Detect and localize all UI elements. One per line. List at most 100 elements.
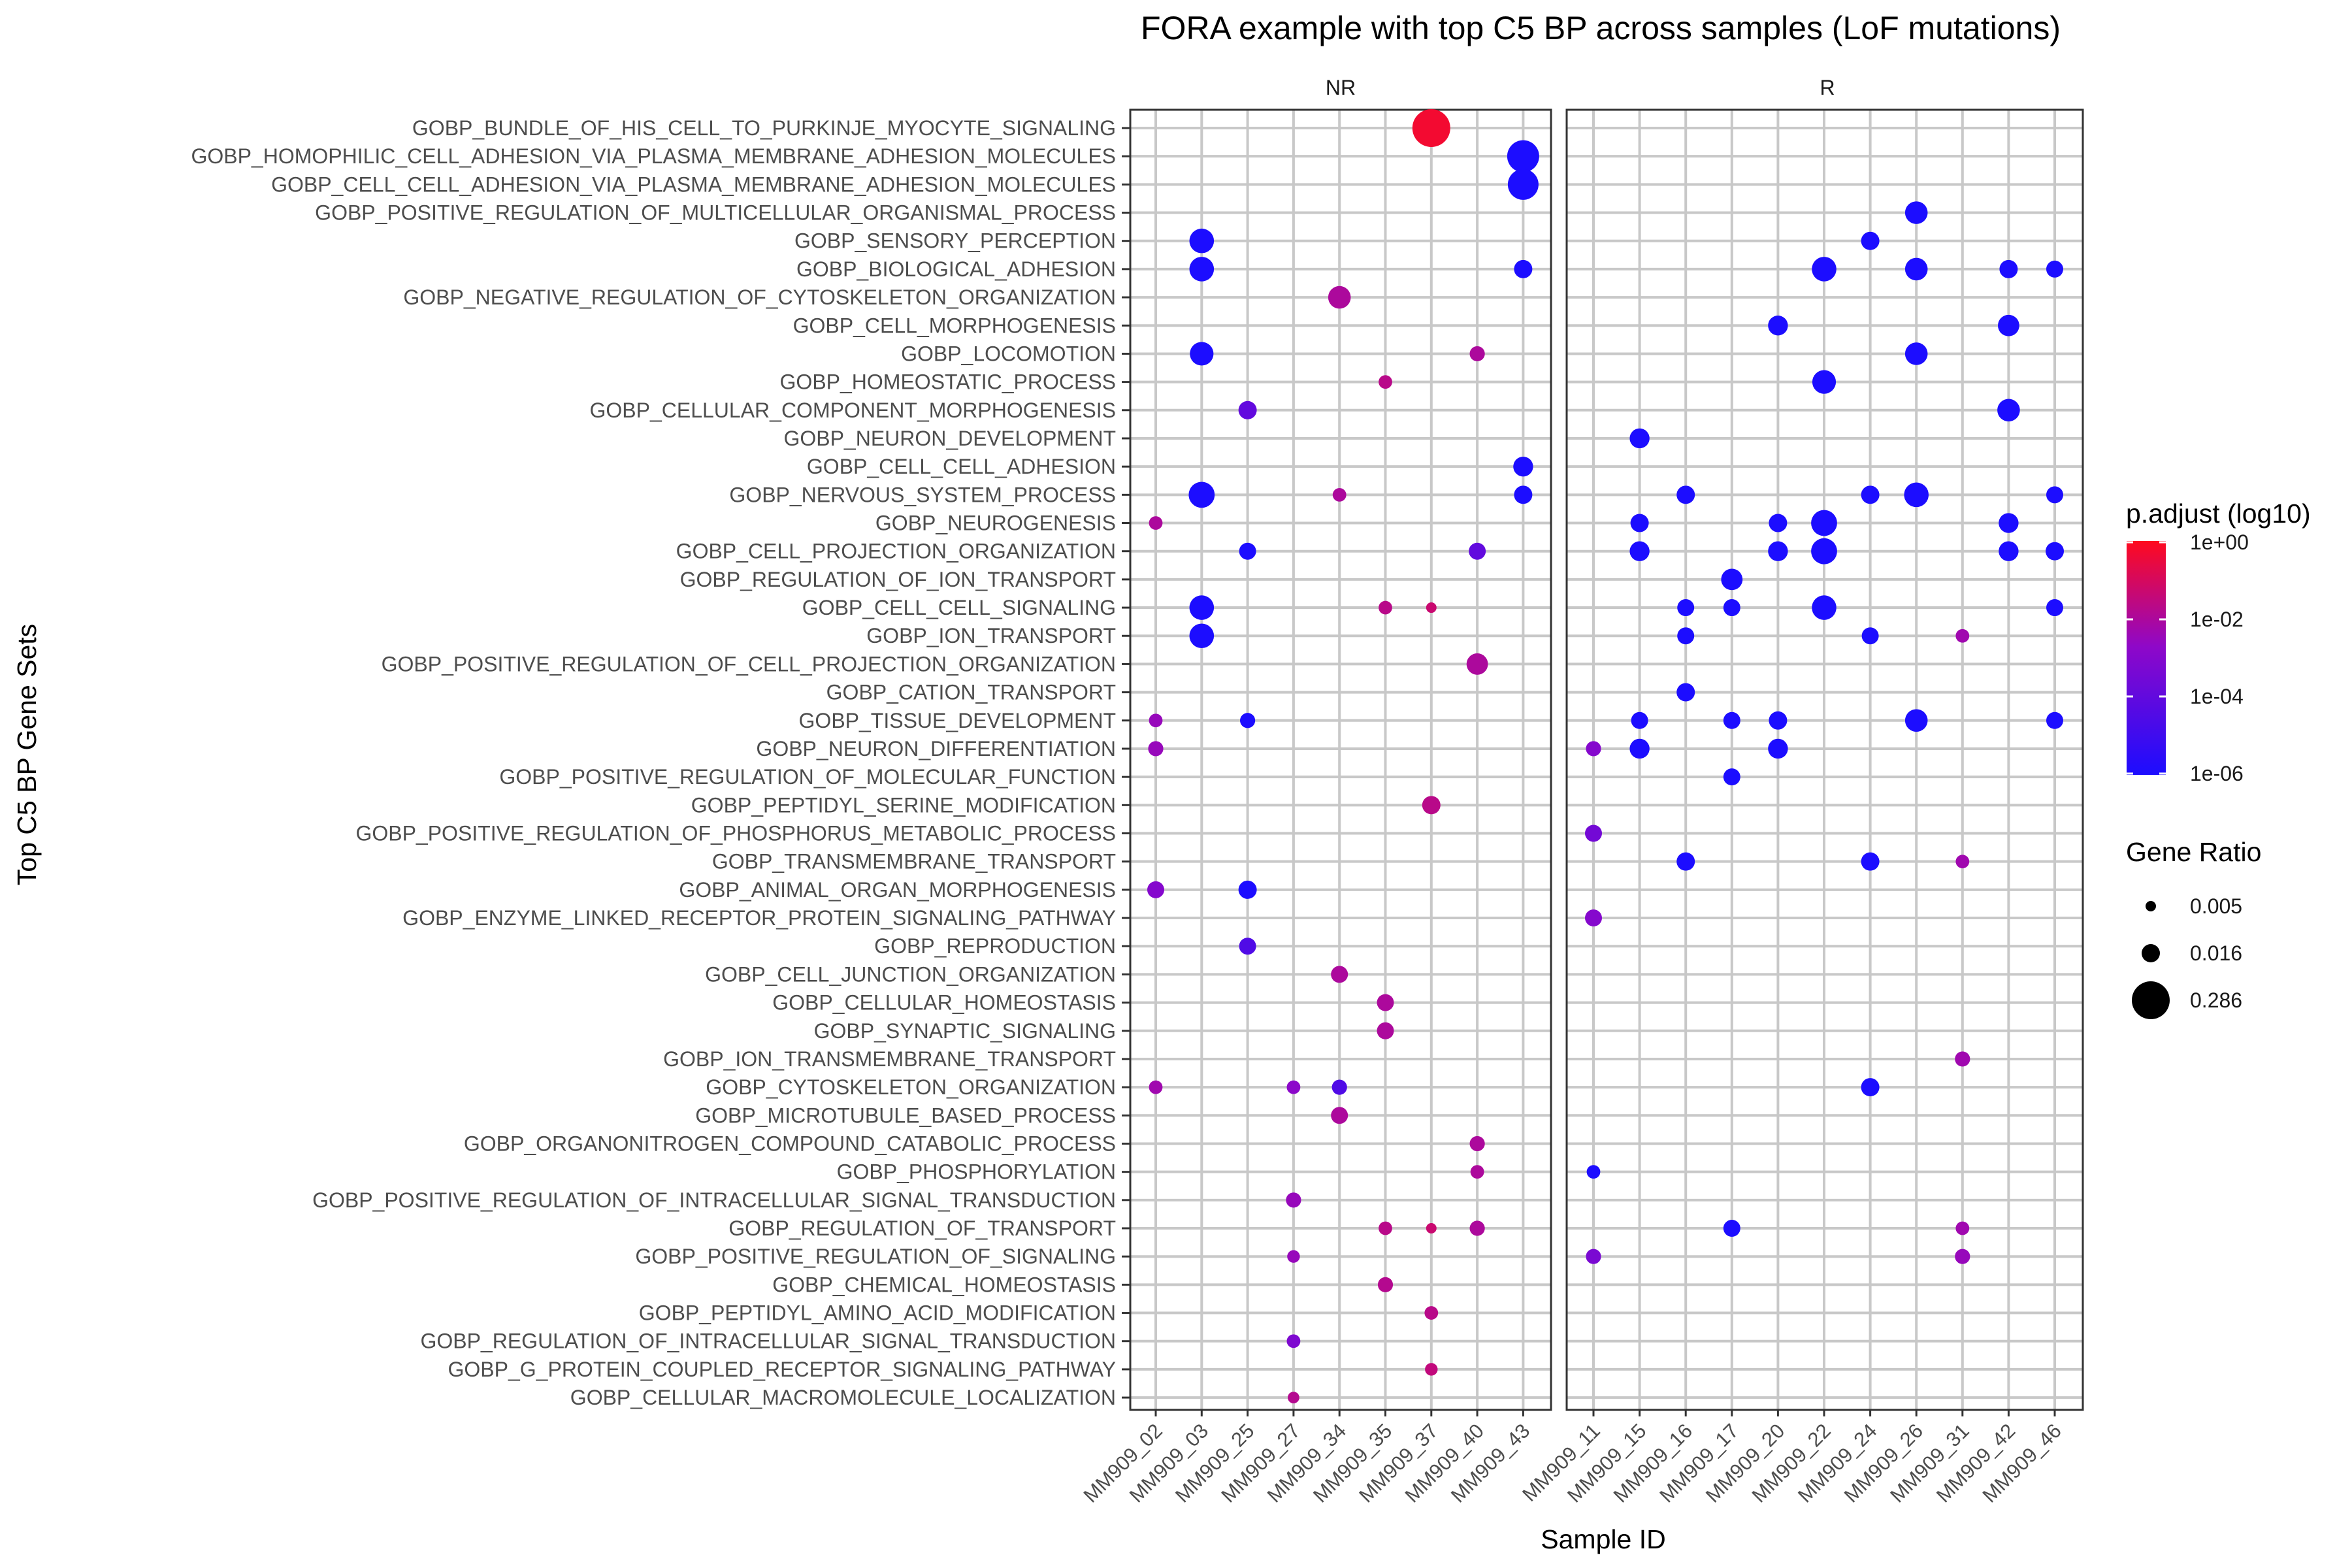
data-point <box>1422 796 1441 815</box>
data-point <box>1631 711 1648 729</box>
data-point <box>1507 140 1539 172</box>
x-axis-title: Sample ID <box>1541 1524 1665 1554</box>
data-point <box>1377 1022 1394 1039</box>
data-point <box>1469 542 1486 560</box>
gene-set-label: GOBP_CELL_JUNCTION_ORGANIZATION <box>705 962 1116 986</box>
data-point <box>1469 1220 1485 1236</box>
gene-set-label: GOBP_ION_TRANSMEMBRANE_TRANSPORT <box>663 1047 1116 1071</box>
gene-set-label: GOBP_LOCOMOTION <box>901 342 1116 365</box>
data-point <box>1149 713 1163 728</box>
data-point <box>1768 738 1788 759</box>
data-point <box>1586 1249 1601 1264</box>
facet-label-nr: NR <box>1326 76 1356 99</box>
data-point <box>1288 1392 1299 1404</box>
gene-set-label: GOBP_TISSUE_DEVELOPMENT <box>799 709 1116 732</box>
data-point <box>1239 938 1256 955</box>
data-point <box>1331 966 1348 983</box>
data-point <box>1189 257 1215 282</box>
data-point <box>1514 259 1533 278</box>
gene-set-label: GOBP_MICROTUBULE_BASED_PROCESS <box>695 1103 1116 1127</box>
data-point <box>1379 375 1392 389</box>
data-point <box>1955 1051 1970 1067</box>
data-point <box>1629 428 1650 449</box>
data-point <box>1332 487 1347 502</box>
color-legend-bar <box>2127 541 2166 775</box>
data-point <box>1513 456 1533 477</box>
color-legend-title: p.adjust (log10) <box>2126 498 2311 529</box>
data-point <box>1585 825 1602 842</box>
data-point <box>1677 627 1695 645</box>
data-point <box>1811 510 1837 536</box>
gene-set-label: GOBP_CELL_MORPHOGENESIS <box>793 314 1116 337</box>
data-point <box>1470 1165 1484 1179</box>
gene-set-label: GOBP_CELL_CELL_SIGNALING <box>802 596 1116 619</box>
data-point <box>1861 627 1879 645</box>
gene-set-label: GOBP_CELL_CELL_ADHESION_VIA_PLASMA_MEMBR… <box>271 172 1116 196</box>
data-point <box>1514 485 1533 504</box>
size-legend-dot <box>2132 981 2170 1019</box>
data-point <box>1677 599 1695 617</box>
data-point <box>1466 653 1488 675</box>
data-point <box>1188 482 1215 508</box>
data-point <box>1412 109 1450 147</box>
data-point <box>1904 257 1928 281</box>
color-legend-label: 1e-04 <box>2190 685 2244 708</box>
data-point <box>1997 399 2020 422</box>
data-point <box>1149 1080 1163 1094</box>
data-point <box>1904 342 1928 365</box>
data-point <box>1676 852 1695 871</box>
gene-set-label: GOBP_REGULATION_OF_ION_TRANSPORT <box>680 568 1116 591</box>
data-point <box>1811 538 1837 564</box>
data-point <box>1379 600 1392 615</box>
color-legend-label: 1e-02 <box>2190 608 2244 631</box>
data-point <box>1240 713 1256 728</box>
data-point <box>1147 881 1164 898</box>
data-point <box>1189 623 1215 649</box>
facet-panels <box>1129 108 2084 1416</box>
data-point <box>1189 228 1215 253</box>
data-point <box>1238 400 1257 419</box>
data-point <box>1769 514 1788 532</box>
data-point <box>1768 541 1788 561</box>
data-point <box>1328 286 1351 309</box>
data-point <box>1861 1078 1880 1097</box>
data-point <box>1768 316 1788 336</box>
gene-set-label: GOBP_PHOSPHORYLATION <box>837 1160 1116 1184</box>
data-point <box>1189 595 1215 620</box>
data-point <box>1723 599 1740 617</box>
data-point <box>1769 711 1788 730</box>
data-point <box>1629 738 1650 759</box>
data-point <box>1379 1221 1392 1235</box>
data-point <box>1904 201 1928 224</box>
gene-set-label: GOBP_NEUROGENESIS <box>875 512 1116 535</box>
gene-set-label: GOBP_NEURON_DEVELOPMENT <box>783 427 1116 450</box>
color-legend-label: 1e+00 <box>2190 531 2249 554</box>
data-point <box>1287 1250 1300 1263</box>
data-point <box>1999 541 2019 561</box>
gene-set-label: GOBP_HOMEOSTATIC_PROCESS <box>780 370 1116 394</box>
gene-set-label: GOBP_SENSORY_PERCEPTION <box>794 229 1116 253</box>
sample-labels: MM909_02MM909_03MM909_25MM909_27MM909_34… <box>1079 1419 2066 1507</box>
data-point <box>1469 346 1485 362</box>
data-point <box>2046 599 2063 617</box>
data-point <box>1331 1079 1347 1095</box>
data-point <box>1507 169 1539 200</box>
gene-set-label: GOBP_REGULATION_OF_INTRACELLULAR_SIGNAL_… <box>420 1330 1116 1353</box>
data-point <box>1904 482 1929 508</box>
data-point <box>1629 541 1650 561</box>
gene-set-label: GOBP_POSITIVE_REGULATION_OF_MOLECULAR_FU… <box>499 765 1116 789</box>
size-legend-items: 0.005 0.016 0.286 <box>2132 894 2242 1019</box>
gene-set-label: GOBP_POSITIVE_REGULATION_OF_SIGNALING <box>635 1245 1116 1268</box>
facet-label-r: R <box>1820 76 1835 99</box>
points-layer <box>1147 109 2064 1404</box>
size-legend-label: 0.016 <box>2190 941 2242 965</box>
gene-set-label: GOBP_CELLULAR_COMPONENT_MORPHOGENESIS <box>589 399 1116 422</box>
gene-set-label: GOBP_POSITIVE_REGULATION_OF_CELL_PROJECT… <box>382 652 1116 676</box>
gene-set-label: GOBP_NEURON_DIFFERENTIATION <box>756 737 1116 760</box>
data-point <box>1723 711 1740 729</box>
size-legend-dot <box>2142 944 2160 962</box>
data-point <box>1861 231 1880 250</box>
gene-set-label: GOBP_POSITIVE_REGULATION_OF_MULTICELLULA… <box>315 201 1116 225</box>
size-legend-label: 0.286 <box>2190 988 2242 1012</box>
